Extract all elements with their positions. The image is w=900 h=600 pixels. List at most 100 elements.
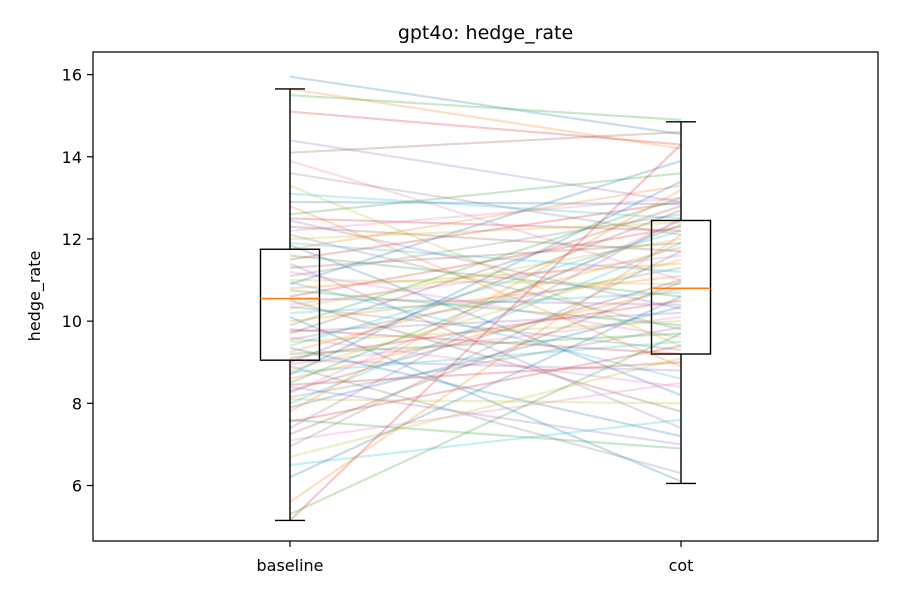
paired-line bbox=[289, 241, 682, 269]
paired-line bbox=[289, 278, 682, 286]
paired-line bbox=[289, 184, 682, 347]
paired-line bbox=[289, 233, 682, 331]
paired-line bbox=[289, 332, 682, 516]
paired-line bbox=[289, 305, 682, 352]
paired-line bbox=[289, 205, 682, 335]
paired-lines bbox=[289, 75, 682, 522]
paired-line bbox=[289, 233, 682, 503]
paired-line bbox=[289, 217, 682, 429]
box-plots bbox=[259, 88, 712, 522]
paired-line bbox=[289, 326, 682, 399]
paired-line bbox=[289, 246, 682, 354]
paired-line bbox=[289, 241, 682, 273]
paired-line bbox=[289, 270, 682, 339]
paired-line bbox=[289, 110, 682, 146]
paired-line bbox=[289, 291, 682, 315]
paired-line bbox=[289, 361, 682, 386]
y-axis-label: hedge_rate bbox=[25, 251, 45, 342]
y-tick-label: 14 bbox=[62, 148, 82, 167]
paired-line bbox=[289, 418, 682, 450]
box-iqr bbox=[259, 248, 321, 361]
paired-line bbox=[289, 221, 682, 241]
paired-line bbox=[289, 180, 682, 376]
paired-line bbox=[289, 192, 682, 220]
paired-line bbox=[289, 328, 682, 356]
paired-line bbox=[289, 254, 682, 306]
paired-line bbox=[289, 184, 682, 251]
paired-line bbox=[289, 365, 682, 475]
x-axis: baseline cot bbox=[256, 541, 693, 575]
box-baseline bbox=[259, 88, 321, 522]
y-tick-label: 6 bbox=[72, 477, 82, 496]
paired-line bbox=[289, 332, 682, 356]
plot-frame bbox=[92, 51, 879, 542]
paired-line bbox=[289, 311, 682, 333]
paired-line bbox=[289, 196, 682, 232]
paired-line bbox=[289, 223, 682, 384]
paired-line bbox=[289, 87, 682, 150]
paired-line bbox=[289, 75, 682, 136]
paired-line bbox=[289, 262, 682, 290]
paired-line bbox=[289, 200, 682, 261]
paired-line bbox=[289, 205, 682, 368]
y-axis: 6 8 10 12 14 16 bbox=[62, 66, 93, 496]
box-cot bbox=[650, 121, 712, 485]
y-tick-label: 12 bbox=[62, 230, 82, 249]
paired-line bbox=[289, 344, 682, 423]
paired-line bbox=[289, 172, 682, 236]
paired-line bbox=[289, 315, 682, 366]
paired-line bbox=[289, 281, 682, 380]
paired-line bbox=[289, 244, 682, 397]
y-tick-label: 10 bbox=[62, 312, 82, 331]
paired-line bbox=[289, 289, 682, 327]
paired-line bbox=[289, 299, 682, 413]
y-tick-label: 8 bbox=[72, 394, 82, 413]
paired-line bbox=[289, 159, 682, 282]
paired-line bbox=[289, 219, 682, 395]
paired-line bbox=[289, 213, 682, 278]
paired-line bbox=[289, 418, 682, 467]
paired-line bbox=[289, 250, 682, 448]
paired-line bbox=[289, 131, 682, 154]
paired-line bbox=[289, 381, 682, 442]
paired-line bbox=[289, 219, 682, 310]
paired-line bbox=[289, 274, 682, 323]
paired-line bbox=[289, 188, 682, 413]
box-iqr bbox=[650, 219, 712, 355]
paired-line bbox=[289, 266, 682, 341]
paired-line bbox=[289, 237, 682, 310]
paired-line bbox=[289, 225, 682, 253]
paired-line bbox=[289, 299, 682, 360]
paired-line bbox=[289, 359, 682, 372]
paired-line bbox=[289, 287, 682, 380]
paired-line bbox=[289, 297, 682, 306]
paired-line bbox=[289, 305, 682, 409]
paired-line bbox=[289, 217, 682, 232]
x-tick-label: cot bbox=[669, 556, 694, 575]
paired-line bbox=[289, 258, 682, 372]
y-tick-label: 16 bbox=[62, 66, 82, 85]
paired-line bbox=[289, 279, 682, 393]
paired-line bbox=[289, 385, 682, 446]
x-tick-label: baseline bbox=[256, 556, 323, 575]
paired-line bbox=[289, 229, 682, 347]
paired-line bbox=[289, 94, 682, 121]
paired-line bbox=[289, 320, 682, 343]
paired-line bbox=[289, 242, 682, 405]
paired-line bbox=[289, 340, 682, 374]
paired-line bbox=[289, 200, 682, 206]
paired-line bbox=[289, 172, 682, 216]
paired-line bbox=[289, 336, 682, 388]
chart-title: gpt4o: hedge_rate bbox=[398, 22, 573, 44]
paired-line bbox=[289, 281, 682, 436]
paired-line bbox=[289, 346, 682, 438]
paired-line bbox=[289, 159, 682, 286]
paired-line bbox=[289, 316, 682, 483]
paired-line bbox=[289, 357, 682, 458]
paired-line bbox=[289, 196, 682, 327]
paired-line bbox=[289, 295, 682, 479]
paired-line bbox=[289, 139, 682, 204]
paired-line bbox=[289, 143, 682, 522]
paired-line bbox=[289, 254, 682, 298]
